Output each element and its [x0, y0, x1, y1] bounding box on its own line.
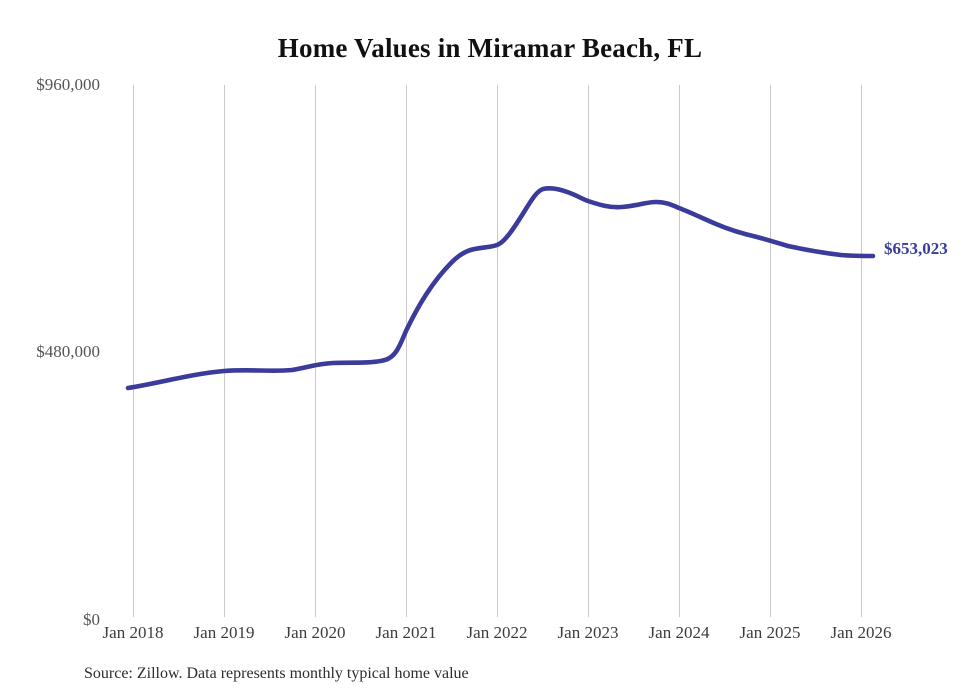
x-axis-label-jan-2023: Jan 2023 — [557, 623, 619, 642]
chart-footnote: Source: Zillow. Data represents monthly … — [84, 665, 469, 682]
gridline-jan-2018 — [133, 85, 134, 617]
x-axis-label-jan-2025: Jan 2025 — [739, 623, 801, 642]
x-axis-label-jan-2024: Jan 2024 — [648, 623, 710, 642]
end-value-annotation: $653,023 — [884, 239, 948, 258]
x-axis-label-jan-2018: Jan 2018 — [102, 623, 164, 642]
gridline-jan-2025 — [770, 85, 771, 617]
x-axis-label-jan-2022: Jan 2022 — [466, 623, 528, 642]
gridline-jan-2022 — [497, 85, 498, 617]
x-axis-label-jan-2021: Jan 2021 — [375, 623, 437, 642]
gridline-jan-2024 — [679, 85, 680, 617]
gridline-jan-2023 — [588, 85, 589, 617]
y-axis-label-top: $960,000 — [36, 75, 100, 94]
gridline-jan-2020 — [315, 85, 316, 617]
x-axis-label-jan-2026: Jan 2026 — [830, 623, 892, 642]
x-axis-label-jan-2019: Jan 2019 — [193, 623, 255, 642]
chart-title: Home Values in Miramar Beach, FL — [277, 33, 703, 63]
gridline-jan-2019 — [224, 85, 225, 617]
y-axis-label-mid: $480,000 — [36, 342, 100, 361]
home-value-line — [125, 186, 876, 391]
x-axis-label-jan-2020: Jan 2020 — [284, 623, 346, 642]
gridline-jan-2021 — [406, 85, 407, 617]
gridline-jan-2026 — [861, 85, 862, 617]
y-axis-label-zero: $0 — [83, 610, 100, 629]
